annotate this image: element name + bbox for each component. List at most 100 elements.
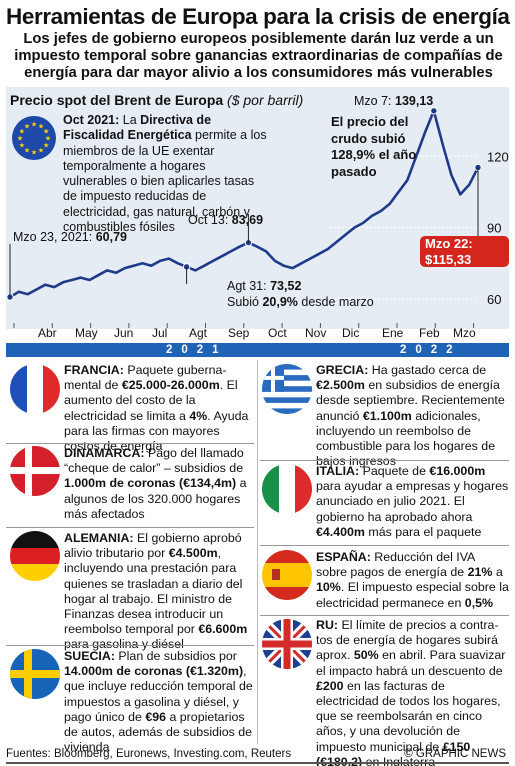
country-highlight: €25.000-26.000m xyxy=(121,378,220,393)
country-highlight: €4.500m xyxy=(168,546,218,561)
annotation-agt31-value: 73,52 xyxy=(270,279,302,293)
month-label: Ene xyxy=(382,326,404,340)
divider xyxy=(6,443,254,444)
month-label: Mzo xyxy=(453,326,476,340)
svg-text:★: ★ xyxy=(38,147,44,155)
eu-directive-text: Oct 2021: La Directiva de Fiscalidad Ene… xyxy=(63,113,271,235)
svg-text:★: ★ xyxy=(19,128,25,136)
divider xyxy=(6,645,254,646)
france-flag-icon xyxy=(10,364,60,414)
country-name: ALEMANIA: xyxy=(64,531,134,545)
month-label: Abr xyxy=(38,326,57,340)
column-divider xyxy=(257,360,258,744)
country-text: Paquete de xyxy=(362,464,426,478)
country-highlight: €2.500m xyxy=(316,378,365,393)
country-highlight: 1.000m de coronas (€134,4m) xyxy=(64,476,237,491)
country-text: a xyxy=(495,565,503,580)
chart-unit: ($ por barril) xyxy=(227,92,304,108)
country-text: Pago del llamado “cheque de calor” – sub… xyxy=(64,446,244,476)
annotation-mzo7-value: 139,13 xyxy=(395,94,434,108)
country-dinamarca-text: DINAMARCA: Pago del llamado “cheque de c… xyxy=(64,446,254,522)
country-text: adicionales, incluyendo un reembolso de … xyxy=(316,408,496,469)
country-text: a algunos de los 320.000 hogares más afe… xyxy=(64,476,247,521)
credit: © GRAPHIC NEWS xyxy=(404,748,506,760)
month-label: Feb xyxy=(419,326,440,340)
country-italia-text: ITALIA: Paquete de €16.000m para ayudar … xyxy=(316,464,509,540)
svg-text:★: ★ xyxy=(43,142,49,150)
country-highlight: £200 xyxy=(316,678,344,693)
year-bar: 2021 2022 xyxy=(6,343,509,357)
country-name: DINAMARCA: xyxy=(64,446,145,460)
eu-text-rest: permite a los miembros de la UE exentar … xyxy=(63,128,267,235)
country-text: para gasolina y diésel xyxy=(64,637,184,652)
eu-text-date: Oct 2021: xyxy=(63,113,120,127)
germany-flag-icon xyxy=(10,531,60,581)
eu-text-bold: Directiva de Fiscalidad Energética xyxy=(63,113,212,143)
uk-flag-icon xyxy=(262,619,312,669)
annotation-mzo23: Mzo 23, 2021: 60,79 xyxy=(13,230,127,245)
country-text: El límite de precios a contra-tos de ene… xyxy=(316,618,499,663)
month-label: Agt xyxy=(189,326,208,340)
year-label-2021: 2021 xyxy=(166,344,228,356)
month-label: Jul xyxy=(152,326,168,340)
country-name: SUECIA: xyxy=(64,649,115,663)
annotation-mzo7-label: Mzo 7: xyxy=(354,94,392,108)
svg-text:★: ★ xyxy=(31,121,37,129)
country-highlight: 10% xyxy=(316,580,341,595)
country-text: para ayudar a empresas y hogares anuncia… xyxy=(316,479,509,524)
country-highlight: £150 (€180,2) xyxy=(316,739,471,766)
sweden-flag-icon xyxy=(10,649,60,699)
series-line xyxy=(9,109,480,299)
page-subtitle: Los jefes de gobierno europeos posibleme… xyxy=(14,31,503,81)
divider xyxy=(260,545,509,546)
country-text: Paquete guberna-mental de xyxy=(64,363,227,393)
country-highlight: 0,5% xyxy=(464,595,494,610)
y-tick-label: 90 xyxy=(487,221,501,236)
divider xyxy=(260,615,509,616)
denmark-flag-icon xyxy=(10,446,60,496)
country-text: , incluyendo una prestación para quienes… xyxy=(64,546,243,637)
annotation-mzo23-label: Mzo 23, 2021: xyxy=(13,230,93,244)
country-francia-text: FRANCIA: Paquete guberna-mental de €25.0… xyxy=(64,363,254,454)
bottom-rule xyxy=(6,762,509,764)
svg-text:★: ★ xyxy=(24,122,30,130)
subio-b: 20,9% xyxy=(262,295,298,309)
country-name: RU: xyxy=(316,618,339,632)
annotation-subio: Subió 20,9% desde marzo xyxy=(227,295,374,310)
country-text: . Ayuda para las firmas con mayores cost… xyxy=(64,408,249,454)
annotation-agt31: Agt 31: 73,52 xyxy=(227,279,301,294)
y-tick-label: 120 xyxy=(487,149,509,164)
annotation-mzo22-value: $115,33 xyxy=(425,251,472,267)
svg-text:★: ★ xyxy=(17,135,23,143)
eu-text-pre: La xyxy=(122,113,137,127)
annotation-oct13-label: Oct 13: xyxy=(188,213,229,227)
country-text: Reducción del IVA sobre pagos de energía… xyxy=(316,550,475,580)
greece-flag-icon xyxy=(262,364,312,414)
year-label-2022: 2022 xyxy=(400,344,462,356)
country-highlight: 50% xyxy=(353,648,379,663)
country-text: . El impuesto especial sobre la electric… xyxy=(316,580,509,610)
country-highlight: €1.100m xyxy=(362,408,412,423)
country-ru-text: RU: El límite de precios a contra-tos de… xyxy=(316,618,509,766)
svg-text:★: ★ xyxy=(31,149,37,157)
annotation-mzo22-label: Mzo 22: xyxy=(425,236,473,251)
country-text: El gobierno aprobó alivio tributario por xyxy=(64,531,242,561)
annotation-oct13-value: 83,69 xyxy=(231,213,264,227)
chart-title: Precio spot del Brent de Europa ($ por b… xyxy=(10,92,303,108)
annotation-agt31-label: Agt 31: xyxy=(227,279,267,293)
subio-c: desde marzo xyxy=(301,295,374,309)
sources: Fuentes: Bloomberg, Euronews, Investing.… xyxy=(6,748,292,760)
divider xyxy=(260,460,509,461)
country-highlight: €16.000m xyxy=(429,464,486,478)
country-name: FRANCIA: xyxy=(64,363,124,377)
country-text: en Inglaterra xyxy=(365,754,436,766)
month-label: Jun xyxy=(114,326,134,340)
chart-title-text: Precio spot del Brent de Europa xyxy=(10,92,224,108)
annotation-mzo23-value: 60,79 xyxy=(95,230,127,244)
country-highlight: €96 xyxy=(145,709,166,724)
country-text: en abril. Para suavizar el impacto habrá… xyxy=(316,648,506,678)
country-highlight: 21% xyxy=(467,565,493,580)
country-text: en subsidios de energía desde septiembre… xyxy=(316,378,505,423)
svg-text:★: ★ xyxy=(38,122,44,130)
